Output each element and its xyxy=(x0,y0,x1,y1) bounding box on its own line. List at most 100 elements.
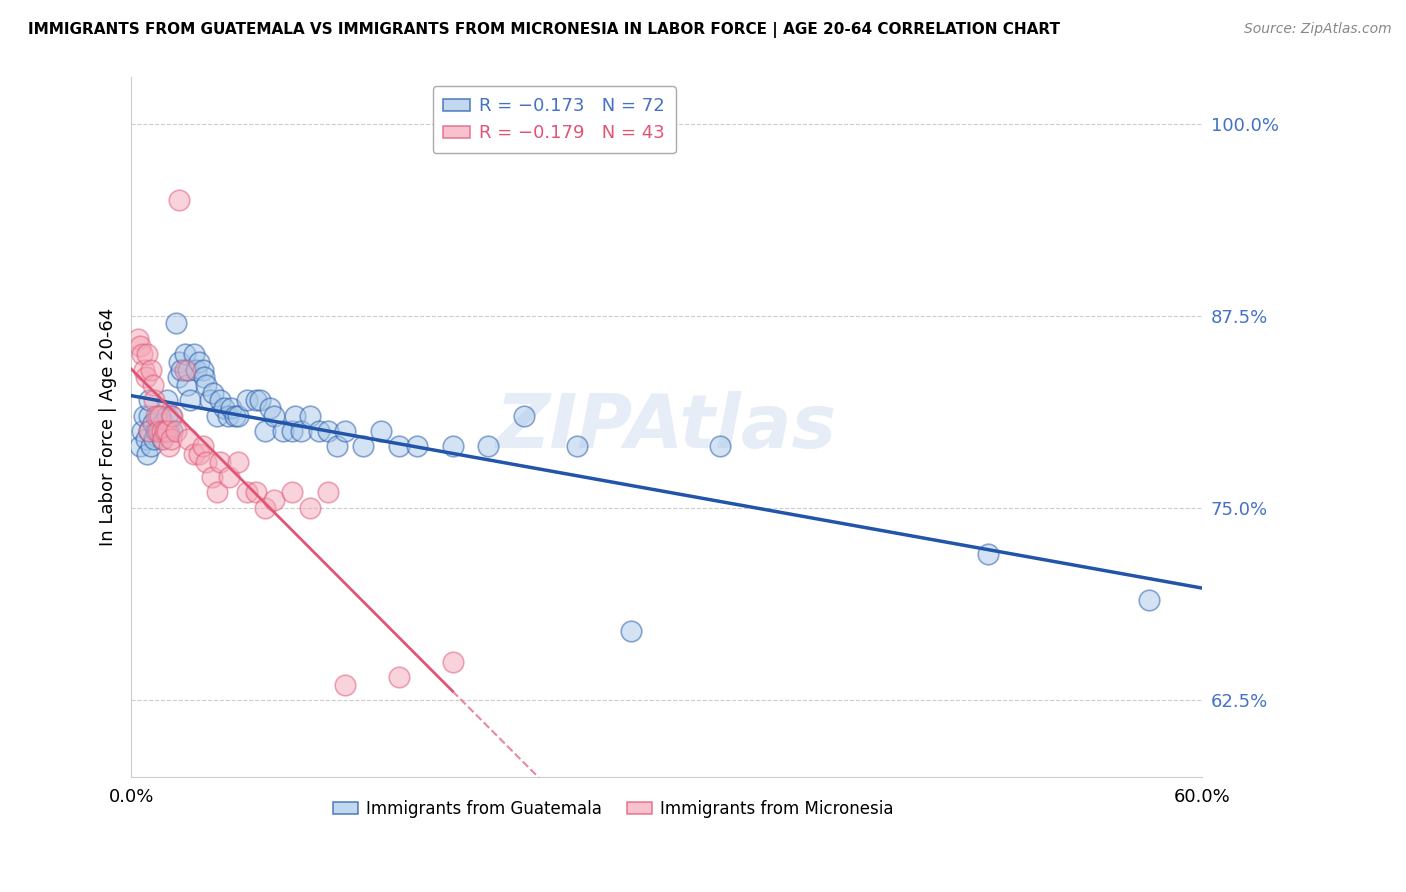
Point xyxy=(136,347,159,361)
Point xyxy=(205,409,228,423)
Point xyxy=(271,424,294,438)
Point xyxy=(179,393,201,408)
Point xyxy=(228,409,250,423)
Point xyxy=(169,355,191,369)
Point xyxy=(254,500,277,515)
Legend: Immigrants from Guatemala, Immigrants from Micronesia: Immigrants from Guatemala, Immigrants fr… xyxy=(326,793,900,824)
Point xyxy=(166,370,188,384)
Point xyxy=(142,377,165,392)
Point xyxy=(184,362,207,376)
Point xyxy=(236,393,259,408)
Point xyxy=(150,432,173,446)
Point xyxy=(135,432,157,446)
Point xyxy=(177,362,200,376)
Point xyxy=(162,409,184,423)
Point xyxy=(281,485,304,500)
Point xyxy=(209,455,232,469)
Point xyxy=(176,377,198,392)
Point xyxy=(127,332,149,346)
Point xyxy=(202,385,225,400)
Point xyxy=(153,424,176,438)
Point xyxy=(195,377,218,392)
Point xyxy=(156,424,179,438)
Point xyxy=(188,447,211,461)
Point xyxy=(138,424,160,438)
Point xyxy=(132,409,155,423)
Point xyxy=(388,439,411,453)
Point xyxy=(131,424,153,438)
Point xyxy=(620,624,643,638)
Point xyxy=(188,355,211,369)
Point xyxy=(156,409,179,423)
Point xyxy=(142,417,165,431)
Point xyxy=(441,655,464,669)
Point xyxy=(146,424,169,438)
Point xyxy=(388,670,411,684)
Point xyxy=(298,500,321,515)
Point xyxy=(159,409,181,423)
Point xyxy=(165,317,187,331)
Point xyxy=(191,362,214,376)
Point xyxy=(308,424,330,438)
Point xyxy=(212,401,235,415)
Point xyxy=(132,362,155,376)
Point xyxy=(477,439,499,453)
Point xyxy=(149,409,172,423)
Point xyxy=(405,439,427,453)
Point xyxy=(298,409,321,423)
Point xyxy=(135,370,157,384)
Point xyxy=(165,424,187,438)
Point xyxy=(200,470,222,484)
Point xyxy=(169,194,191,208)
Point xyxy=(245,393,267,408)
Point xyxy=(143,393,166,408)
Point xyxy=(156,393,179,408)
Point xyxy=(152,417,174,431)
Text: ZIPAtlas: ZIPAtlas xyxy=(496,391,838,464)
Point xyxy=(281,424,304,438)
Point xyxy=(205,485,228,500)
Point xyxy=(146,409,169,423)
Point xyxy=(195,455,218,469)
Point xyxy=(183,347,205,361)
Point xyxy=(219,401,242,415)
Point xyxy=(138,409,160,423)
Point xyxy=(284,409,307,423)
Point xyxy=(198,393,221,408)
Point xyxy=(370,424,392,438)
Point xyxy=(263,493,285,508)
Point xyxy=(139,439,162,453)
Point xyxy=(149,424,172,438)
Point xyxy=(170,362,193,376)
Point xyxy=(157,424,180,438)
Point xyxy=(150,424,173,438)
Point xyxy=(139,362,162,376)
Text: Source: ZipAtlas.com: Source: ZipAtlas.com xyxy=(1244,22,1392,37)
Point xyxy=(138,393,160,408)
Point xyxy=(709,439,731,453)
Text: IMMIGRANTS FROM GUATEMALA VS IMMIGRANTS FROM MICRONESIA IN LABOR FORCE | AGE 20-: IMMIGRANTS FROM GUATEMALA VS IMMIGRANTS … xyxy=(28,22,1060,38)
Point xyxy=(513,409,536,423)
Point xyxy=(977,547,1000,561)
Y-axis label: In Labor Force | Age 20-64: In Labor Force | Age 20-64 xyxy=(100,308,117,546)
Point xyxy=(441,439,464,453)
Point xyxy=(157,439,180,453)
Point xyxy=(263,409,285,423)
Point xyxy=(1137,593,1160,607)
Point xyxy=(224,409,246,423)
Point xyxy=(191,439,214,453)
Point xyxy=(138,424,160,438)
Point xyxy=(177,432,200,446)
Point xyxy=(236,485,259,500)
Point xyxy=(173,362,195,376)
Point xyxy=(136,447,159,461)
Point xyxy=(143,432,166,446)
Point xyxy=(217,409,239,423)
Point xyxy=(567,439,589,453)
Point xyxy=(228,455,250,469)
Point xyxy=(218,470,240,484)
Point xyxy=(316,424,339,438)
Point xyxy=(153,424,176,438)
Point xyxy=(129,439,152,453)
Point xyxy=(352,439,374,453)
